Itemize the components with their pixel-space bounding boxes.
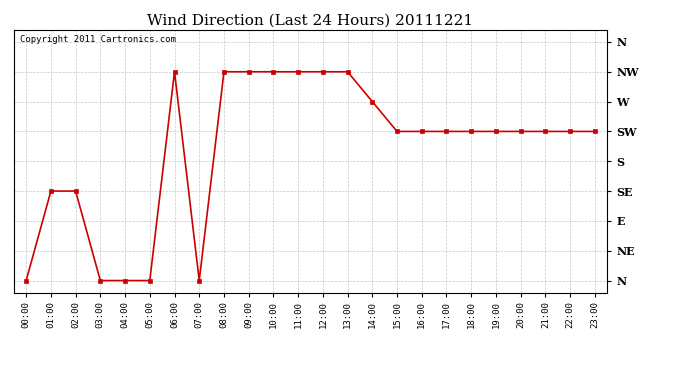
Title: Wind Direction (Last 24 Hours) 20111221: Wind Direction (Last 24 Hours) 20111221	[148, 13, 473, 27]
Text: Copyright 2011 Cartronics.com: Copyright 2011 Cartronics.com	[20, 35, 176, 44]
